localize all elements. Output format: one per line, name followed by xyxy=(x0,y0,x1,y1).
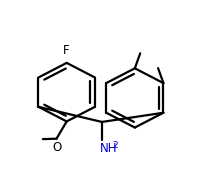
Text: 2: 2 xyxy=(112,141,117,150)
Text: NH: NH xyxy=(100,142,117,155)
Text: O: O xyxy=(52,141,62,154)
Text: F: F xyxy=(63,44,70,57)
